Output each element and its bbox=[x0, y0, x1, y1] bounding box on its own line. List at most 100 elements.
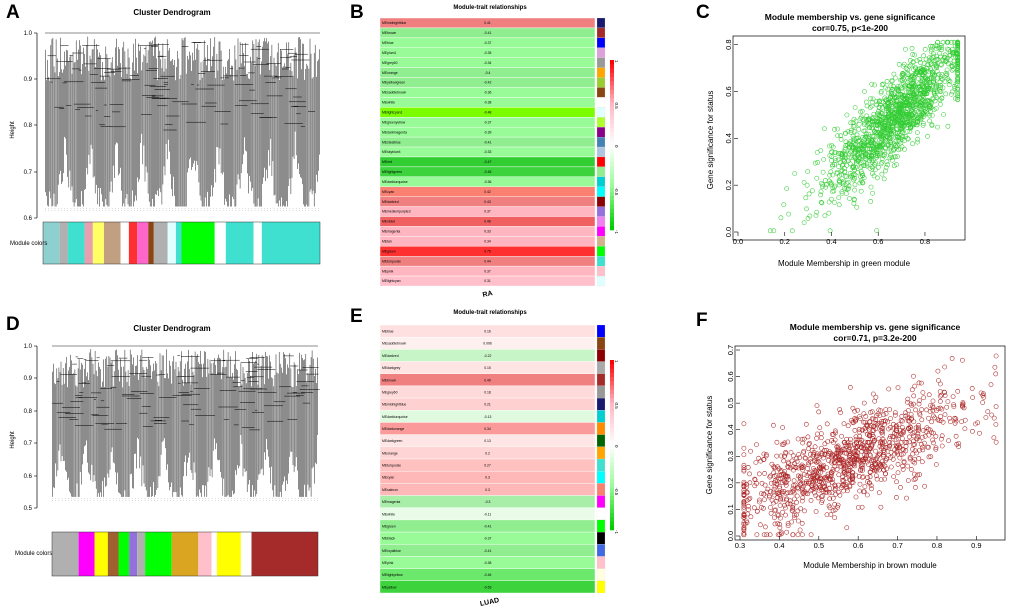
heatmap-row-label: MEorange bbox=[382, 451, 398, 455]
scatter-point bbox=[853, 118, 859, 124]
scatter-point bbox=[836, 460, 842, 465]
heatmap-row-label: MEsteelblue bbox=[382, 140, 401, 144]
scatter-point bbox=[894, 162, 899, 167]
scatter-point bbox=[779, 442, 785, 447]
scatter-c-frame bbox=[732, 35, 966, 241]
heatmap-cell-value: 0.41 bbox=[484, 21, 491, 25]
scatter-point bbox=[901, 96, 907, 101]
scatter-point bbox=[795, 508, 801, 514]
scatter-point bbox=[927, 59, 933, 65]
heatmap-row-label: MEbrown bbox=[382, 31, 396, 35]
heatmap-row-label: MEsalmon bbox=[382, 488, 398, 492]
heatmap-legend-step bbox=[610, 453, 614, 459]
scatter-point bbox=[960, 403, 965, 409]
scatter-point bbox=[969, 386, 975, 391]
scatter-point bbox=[741, 481, 747, 487]
scatter-point bbox=[894, 423, 899, 428]
scatter-point bbox=[758, 491, 764, 496]
scatter-point bbox=[880, 444, 886, 450]
scatter-point bbox=[912, 383, 918, 389]
scatter-point bbox=[810, 188, 815, 194]
heatmap-row-label: MEdarkgrey bbox=[382, 366, 401, 370]
scatter-point bbox=[741, 421, 747, 427]
scatter-point bbox=[882, 119, 888, 124]
scatter-point bbox=[923, 56, 929, 62]
scatter-point bbox=[829, 143, 835, 148]
scatter-point bbox=[855, 457, 860, 463]
scatter-point bbox=[741, 511, 747, 517]
scatter-point bbox=[896, 91, 901, 97]
scatter-point bbox=[754, 508, 760, 514]
heatmap-legend-step bbox=[610, 445, 614, 450]
scatter-point bbox=[888, 144, 893, 150]
scatter-point bbox=[811, 478, 816, 484]
scatter-point bbox=[934, 64, 940, 69]
scatter-point bbox=[900, 121, 906, 126]
scatter-point bbox=[910, 95, 916, 101]
scatter-point bbox=[826, 481, 831, 487]
heatmap-legend-step bbox=[610, 119, 614, 125]
scatter-point bbox=[870, 391, 876, 397]
scatter-point bbox=[818, 450, 824, 456]
dendrogram-guides bbox=[45, 208, 319, 212]
scatter-point bbox=[834, 466, 840, 472]
scatter-point bbox=[769, 461, 775, 467]
scatter-point bbox=[802, 508, 807, 514]
heatmap-row-label: MEred bbox=[382, 160, 392, 164]
scatter-point bbox=[794, 493, 800, 499]
scatter-point bbox=[906, 89, 911, 95]
scatter-point bbox=[955, 87, 961, 92]
module-colors-label-d: Module colors bbox=[15, 551, 52, 557]
scatter-point bbox=[955, 93, 961, 99]
scatter-point bbox=[805, 169, 811, 174]
scatter-point bbox=[851, 128, 857, 134]
scatter-point bbox=[873, 417, 878, 423]
scatter-point bbox=[862, 89, 867, 94]
scatter-point bbox=[903, 93, 908, 99]
scatter-point bbox=[962, 426, 968, 432]
scatter-point bbox=[955, 89, 961, 95]
scatter-point bbox=[847, 484, 853, 490]
scatter-point bbox=[917, 447, 922, 453]
scatter-point bbox=[925, 133, 930, 139]
heatmap-legend-step bbox=[610, 68, 614, 74]
scatter-point bbox=[891, 71, 897, 77]
scatter-point bbox=[844, 525, 850, 531]
scatter-point bbox=[783, 505, 788, 511]
scatter-point bbox=[902, 102, 908, 108]
heatmap-row-label: MEorange bbox=[382, 71, 398, 75]
scatter-point bbox=[855, 444, 860, 449]
scatter-point bbox=[946, 47, 952, 52]
scatter-point bbox=[832, 156, 838, 161]
scatter-point bbox=[800, 464, 805, 470]
scatter-point bbox=[878, 504, 884, 510]
scatter-point bbox=[832, 200, 837, 205]
scatter-point bbox=[865, 143, 871, 149]
scatter-point bbox=[890, 440, 895, 446]
scatter-point bbox=[841, 159, 847, 164]
scatter-point bbox=[879, 160, 885, 165]
scatter-point bbox=[904, 112, 909, 117]
module-color-segment bbox=[78, 532, 95, 576]
scatter-point bbox=[778, 468, 784, 473]
scatter-point bbox=[844, 485, 850, 491]
heatmap-cell-value: -0.36 bbox=[484, 91, 492, 95]
scatter-point bbox=[988, 382, 994, 387]
scatter-point bbox=[849, 477, 855, 482]
scatter-point bbox=[861, 163, 867, 168]
scatter-point bbox=[879, 134, 885, 139]
scatter-point bbox=[883, 85, 888, 91]
scatter-point bbox=[772, 484, 778, 490]
scatter-point bbox=[916, 426, 921, 432]
scatter-point bbox=[949, 89, 955, 95]
scatter-point bbox=[903, 448, 909, 454]
scatter-point bbox=[878, 90, 884, 96]
scatter-point bbox=[877, 134, 883, 140]
y-tick-label: 0.0 bbox=[726, 531, 735, 541]
scatter-point bbox=[771, 228, 777, 234]
scatter-point bbox=[841, 180, 846, 186]
scatter-point bbox=[955, 79, 961, 85]
module-color-segment bbox=[84, 222, 93, 264]
scatter-point bbox=[898, 452, 904, 457]
